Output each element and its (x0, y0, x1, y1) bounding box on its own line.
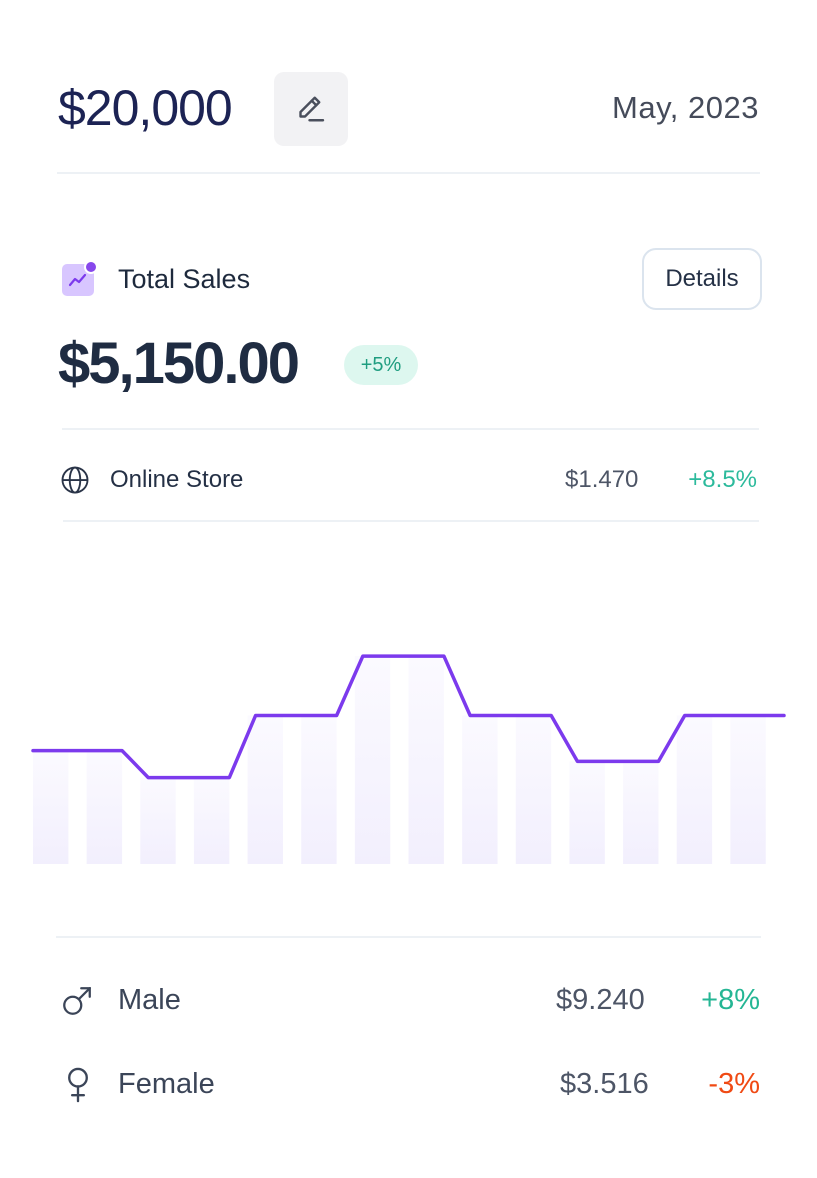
period-label: May, 2023 (612, 90, 759, 125)
store-divider (63, 520, 759, 522)
male-change: +8% (701, 984, 760, 1016)
pencil-icon (299, 96, 325, 122)
chart-bar (140, 777, 176, 864)
chart-bar (354, 656, 391, 864)
chart-bar (86, 750, 123, 864)
male-value: $9.240 (556, 984, 645, 1016)
chart-bar (33, 750, 69, 864)
chart-bar (515, 715, 552, 864)
female-label: Female (118, 1068, 215, 1100)
chart-bar (623, 761, 659, 864)
edit-button[interactable] (274, 72, 348, 146)
sales-divider (62, 428, 759, 430)
header-divider (57, 172, 760, 174)
trend-chart-icon (62, 260, 98, 296)
online-store-change: +8.5% (688, 466, 757, 493)
female-icon (62, 1066, 94, 1104)
chart-bar (301, 715, 337, 864)
female-change: -3% (708, 1068, 760, 1100)
chart-bar (247, 715, 283, 864)
online-store-value: $1.470 (565, 466, 639, 493)
globe-icon (60, 465, 90, 495)
chart-bar (193, 777, 230, 864)
sales-line (31, 654, 786, 780)
female-value: $3.516 (560, 1068, 649, 1100)
budget-amount: $20,000 (58, 80, 233, 136)
chart-bar (730, 715, 766, 864)
male-icon (60, 984, 94, 1018)
chart-bar (408, 656, 444, 864)
sales-change-badge: +5% (344, 345, 418, 385)
online-store-label: Online Store (110, 466, 244, 493)
details-button[interactable]: Details (642, 248, 762, 310)
sales-chart (31, 654, 786, 864)
chart-bar (569, 761, 605, 864)
section-title: Total Sales (118, 264, 251, 294)
chart-bar (462, 715, 498, 864)
chart-divider (56, 936, 761, 938)
total-sales-value: $5,150.00 (58, 331, 300, 396)
male-label: Male (118, 984, 181, 1016)
chart-bar (676, 715, 713, 864)
